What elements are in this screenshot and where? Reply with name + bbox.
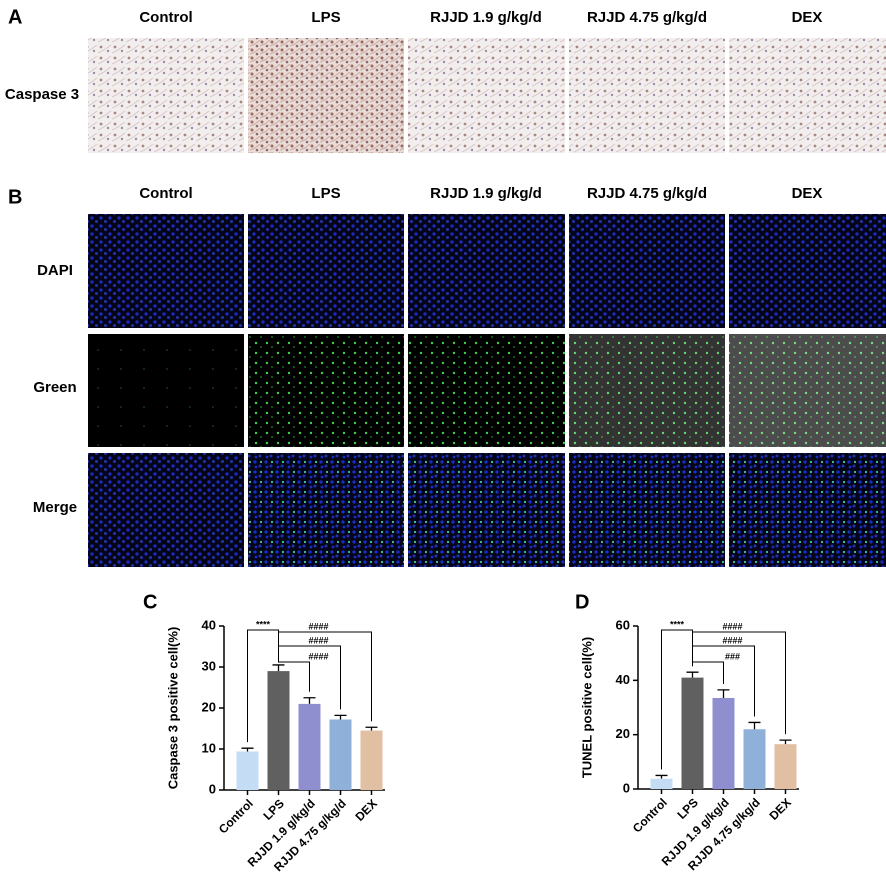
y-tick-label: 40 bbox=[616, 672, 630, 687]
micrograph bbox=[248, 453, 404, 567]
significance-label: #### bbox=[308, 635, 328, 645]
error-bar bbox=[303, 697, 316, 704]
significance-label: **** bbox=[256, 619, 271, 629]
y-tick-label: 20 bbox=[202, 699, 216, 714]
column-header: Control bbox=[139, 185, 192, 202]
micrograph bbox=[408, 38, 565, 153]
micrograph bbox=[569, 214, 725, 328]
column-header: RJJD 1.9 g/kg/d bbox=[430, 9, 542, 26]
significance-label: #### bbox=[308, 651, 328, 661]
micrograph bbox=[569, 334, 725, 447]
significance-label: ### bbox=[725, 651, 740, 661]
micrograph bbox=[729, 214, 886, 328]
x-tick-label: LPS bbox=[260, 796, 286, 822]
micrograph bbox=[729, 38, 886, 153]
panel-label: B bbox=[8, 186, 22, 208]
micrograph bbox=[248, 214, 404, 328]
micrograph bbox=[88, 214, 244, 328]
row-label: Caspase 3 bbox=[5, 86, 79, 103]
column-header: RJJD 4.75 g/kg/d bbox=[587, 9, 707, 26]
error-bar bbox=[686, 671, 699, 678]
error-bar bbox=[748, 721, 761, 730]
y-tick-label: 60 bbox=[616, 617, 630, 632]
panel-label: C bbox=[143, 591, 157, 613]
bar bbox=[743, 729, 766, 789]
y-axis-title: TUNEL positive cell(%) bbox=[579, 637, 594, 778]
micrograph bbox=[88, 453, 244, 567]
error-bar bbox=[334, 714, 347, 720]
column-header: DEX bbox=[792, 185, 823, 202]
significance-label: **** bbox=[670, 619, 685, 629]
significance-bracket bbox=[692, 645, 755, 717]
error-bar bbox=[272, 664, 285, 672]
bar bbox=[650, 778, 673, 789]
column-header: LPS bbox=[311, 185, 340, 202]
error-bar bbox=[241, 747, 254, 752]
x-tick-label: DEX bbox=[767, 795, 794, 822]
bar bbox=[329, 719, 352, 790]
micrograph bbox=[729, 453, 886, 567]
panel-label: A bbox=[8, 6, 22, 28]
micrograph bbox=[569, 453, 725, 567]
bar bbox=[236, 751, 259, 790]
column-header: Control bbox=[139, 9, 192, 26]
significance-bracket bbox=[278, 658, 310, 692]
row-label: Green bbox=[33, 379, 76, 396]
y-tick-label: 10 bbox=[202, 740, 216, 755]
error-bar bbox=[655, 774, 668, 779]
bar bbox=[298, 703, 321, 790]
row-label: DAPI bbox=[37, 262, 73, 279]
significance-bracket bbox=[278, 645, 341, 710]
micrograph bbox=[88, 38, 244, 153]
micrograph bbox=[248, 38, 404, 153]
y-tick-label: 0 bbox=[209, 781, 216, 796]
x-tick-label: LPS bbox=[674, 795, 700, 821]
bar bbox=[681, 677, 704, 789]
significance-bracket bbox=[692, 631, 786, 735]
column-header: RJJD 1.9 g/kg/d bbox=[430, 185, 542, 202]
micrograph bbox=[729, 334, 886, 447]
micrograph bbox=[88, 334, 244, 447]
micrograph bbox=[408, 334, 565, 447]
significance-label: #### bbox=[308, 621, 328, 631]
y-axis-title: Caspase 3 positive cell(%) bbox=[165, 627, 180, 790]
micrographs bbox=[88, 38, 886, 567]
bar bbox=[267, 671, 290, 790]
y-tick-label: 0 bbox=[623, 780, 630, 795]
y-tick-label: 30 bbox=[202, 658, 216, 673]
column-header: RJJD 4.75 g/kg/d bbox=[587, 185, 707, 202]
x-tick-label: Control bbox=[630, 795, 670, 835]
significance-bracket bbox=[692, 661, 724, 684]
panel-label: D bbox=[575, 591, 589, 613]
bar bbox=[774, 744, 797, 789]
bar bbox=[360, 730, 383, 790]
row-label: Merge bbox=[33, 499, 77, 516]
x-tick-label: DEX bbox=[353, 796, 380, 823]
bar bbox=[712, 697, 735, 789]
column-header: DEX bbox=[792, 9, 823, 26]
error-bar bbox=[717, 689, 730, 698]
y-tick-label: 20 bbox=[616, 726, 630, 741]
micrograph bbox=[408, 214, 565, 328]
micrograph bbox=[248, 334, 404, 447]
significance-label: #### bbox=[722, 621, 742, 631]
x-tick-label: Control bbox=[216, 796, 256, 836]
column-header: LPS bbox=[311, 9, 340, 26]
significance-bracket bbox=[278, 631, 372, 722]
y-tick-label: 40 bbox=[202, 617, 216, 632]
error-bar bbox=[779, 739, 792, 745]
error-bar bbox=[365, 726, 378, 731]
micrograph bbox=[408, 453, 565, 567]
micrograph bbox=[569, 38, 725, 153]
significance-label: #### bbox=[722, 635, 742, 645]
